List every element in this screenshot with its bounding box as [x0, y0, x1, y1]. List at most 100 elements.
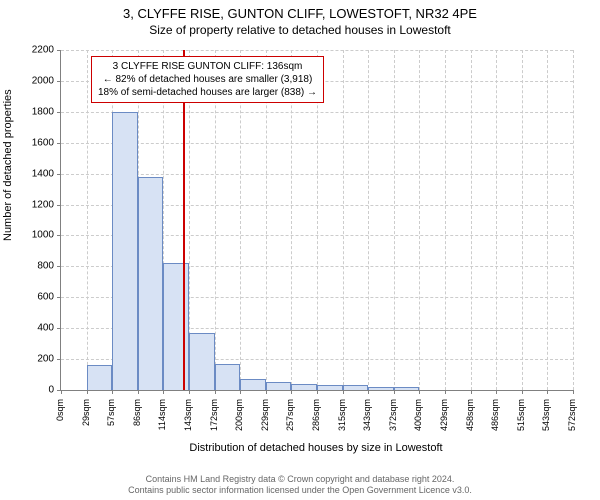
ytick-mark: [57, 205, 61, 206]
xtick-label: 200sqm: [234, 399, 244, 449]
ytick-label: 800: [14, 261, 54, 272]
xtick-mark: [163, 390, 164, 394]
xtick-mark: [317, 390, 318, 394]
histogram-bar: [291, 384, 317, 390]
xtick-mark: [215, 390, 216, 394]
xtick-label: 400sqm: [413, 399, 423, 449]
xtick-label: 229sqm: [260, 399, 270, 449]
histogram-bar: [266, 382, 292, 390]
annotation-line: 18% of semi-detached houses are larger (…: [98, 86, 317, 99]
xtick-label: 372sqm: [388, 399, 398, 449]
xtick-label: 29sqm: [81, 399, 91, 449]
ytick-mark: [57, 359, 61, 360]
grid-line-vertical: [496, 50, 497, 390]
grid-line-vertical: [87, 50, 88, 390]
annotation-line: ← 82% of detached houses are smaller (3,…: [98, 73, 317, 86]
xtick-label: 114sqm: [157, 399, 167, 449]
histogram-bar: [394, 387, 420, 390]
xtick-mark: [419, 390, 420, 394]
xtick-label: 458sqm: [465, 399, 475, 449]
plot-area: 3 CLYFFE RISE GUNTON CLIFF: 136sqm← 82% …: [60, 50, 573, 391]
histogram-bar: [189, 333, 215, 390]
grid-line-vertical: [547, 50, 548, 390]
xtick-mark: [343, 390, 344, 394]
y-axis-label: Number of detached properties: [2, 201, 14, 241]
ytick-label: 0: [14, 385, 54, 396]
xtick-label: 515sqm: [516, 399, 526, 449]
xtick-label: 486sqm: [490, 399, 500, 449]
xtick-label: 257sqm: [285, 399, 295, 449]
xtick-label: 0sqm: [55, 399, 65, 449]
xtick-mark: [445, 390, 446, 394]
xtick-mark: [547, 390, 548, 394]
histogram-bar: [163, 263, 189, 390]
ytick-mark: [57, 112, 61, 113]
histogram-bar: [215, 364, 241, 390]
ytick-mark: [57, 235, 61, 236]
xtick-label: 543sqm: [541, 399, 551, 449]
grid-line-vertical: [419, 50, 420, 390]
xtick-mark: [240, 390, 241, 394]
xtick-mark: [368, 390, 369, 394]
xtick-label: 57sqm: [106, 399, 116, 449]
xtick-mark: [61, 390, 62, 394]
ytick-label: 2200: [14, 45, 54, 56]
histogram-bar: [317, 385, 343, 390]
xtick-label: 172sqm: [209, 399, 219, 449]
xtick-mark: [87, 390, 88, 394]
xtick-mark: [112, 390, 113, 394]
grid-line-vertical: [573, 50, 574, 390]
xtick-mark: [266, 390, 267, 394]
ytick-label: 1600: [14, 137, 54, 148]
annotation-line: 3 CLYFFE RISE GUNTON CLIFF: 136sqm: [98, 60, 317, 73]
grid-line-vertical: [522, 50, 523, 390]
histogram-bar: [368, 387, 394, 390]
ytick-mark: [57, 143, 61, 144]
ytick-label: 1200: [14, 199, 54, 210]
ytick-mark: [57, 266, 61, 267]
xtick-mark: [394, 390, 395, 394]
xtick-label: 315sqm: [337, 399, 347, 449]
xtick-mark: [291, 390, 292, 394]
ytick-mark: [57, 81, 61, 82]
annotation-box: 3 CLYFFE RISE GUNTON CLIFF: 136sqm← 82% …: [91, 56, 324, 103]
ytick-label: 1400: [14, 168, 54, 179]
xtick-mark: [138, 390, 139, 394]
xtick-mark: [496, 390, 497, 394]
footer-line-2: Contains public sector information licen…: [0, 485, 600, 496]
histogram-bar: [343, 385, 369, 390]
grid-line-vertical: [368, 50, 369, 390]
ytick-label: 400: [14, 323, 54, 334]
footer-line-1: Contains HM Land Registry data © Crown c…: [0, 474, 600, 485]
ytick-mark: [57, 328, 61, 329]
xtick-label: 286sqm: [311, 399, 321, 449]
xtick-mark: [522, 390, 523, 394]
ytick-label: 200: [14, 354, 54, 365]
xtick-label: 343sqm: [362, 399, 372, 449]
grid-line-vertical: [394, 50, 395, 390]
histogram-bar: [138, 177, 164, 390]
xtick-mark: [573, 390, 574, 394]
grid-line-vertical: [445, 50, 446, 390]
xtick-label: 429sqm: [439, 399, 449, 449]
ytick-mark: [57, 50, 61, 51]
xtick-label: 572sqm: [567, 399, 577, 449]
ytick-label: 2000: [14, 75, 54, 86]
histogram-bar: [87, 365, 113, 390]
histogram-bar: [112, 112, 138, 390]
attribution-footer: Contains HM Land Registry data © Crown c…: [0, 474, 600, 496]
ytick-mark: [57, 174, 61, 175]
chart-subtitle: Size of property relative to detached ho…: [0, 23, 600, 41]
grid-line-vertical: [471, 50, 472, 390]
xtick-label: 86sqm: [132, 399, 142, 449]
ytick-label: 1000: [14, 230, 54, 241]
ytick-label: 600: [14, 292, 54, 303]
xtick-mark: [471, 390, 472, 394]
histogram-bar: [240, 379, 266, 390]
chart-title: 3, CLYFFE RISE, GUNTON CLIFF, LOWESTOFT,…: [0, 0, 600, 23]
ytick-mark: [57, 297, 61, 298]
chart-container: 3, CLYFFE RISE, GUNTON CLIFF, LOWESTOFT,…: [0, 0, 600, 500]
xtick-label: 143sqm: [183, 399, 193, 449]
ytick-label: 1800: [14, 106, 54, 117]
xtick-mark: [189, 390, 190, 394]
